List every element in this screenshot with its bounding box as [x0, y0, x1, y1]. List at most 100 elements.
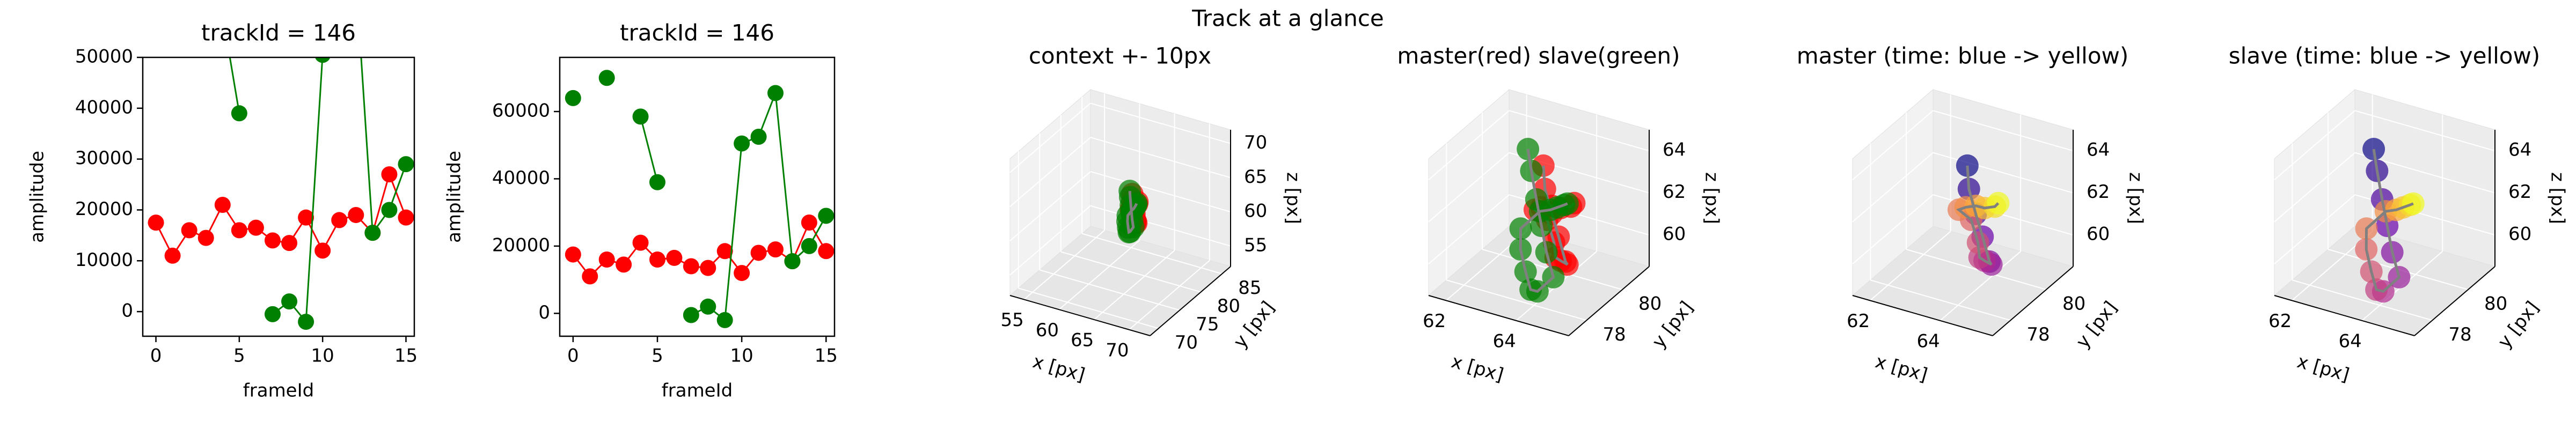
point — [281, 293, 298, 310]
point — [801, 214, 817, 231]
axes-frame — [142, 56, 415, 337]
y-tick-label: 60000 — [492, 100, 550, 121]
y-tick-label: 30000 — [75, 147, 133, 169]
point — [298, 209, 314, 226]
chart-title: trackId = 146 — [620, 20, 774, 46]
x-tick-label: 5 — [233, 345, 245, 367]
x-axis-label: x [px] — [2295, 351, 2352, 386]
point — [398, 209, 414, 226]
grid-line — [1852, 110, 1934, 180]
point — [767, 241, 784, 258]
track-line — [1519, 149, 1568, 293]
point — [632, 108, 649, 125]
axis-line — [1009, 295, 1151, 336]
grid-line — [1509, 110, 1650, 152]
grid-line — [2292, 279, 2433, 321]
z-axis-label: z [px] — [1701, 172, 1723, 224]
plot-area — [565, 70, 835, 328]
point — [565, 90, 581, 106]
y-tick-label: 40000 — [492, 167, 550, 189]
y-tick-label: 0 — [121, 300, 133, 322]
y-tick-label: 50000 — [75, 46, 133, 68]
grid-line — [1129, 260, 1210, 330]
axis-line — [1150, 266, 1231, 336]
point — [632, 234, 649, 251]
x-tick-label: 64 — [2338, 330, 2361, 352]
y-tick-label: 80 — [1638, 293, 1662, 315]
axis-line — [2274, 295, 2415, 336]
point — [348, 206, 364, 223]
grid-line — [2354, 110, 2496, 152]
point — [314, 242, 331, 259]
point — [700, 260, 716, 276]
point — [181, 222, 197, 239]
z-axis-label: z [px] — [2547, 172, 2568, 224]
point — [398, 156, 414, 173]
series-line — [229, 57, 407, 324]
point — [784, 253, 801, 270]
point — [582, 268, 598, 285]
track-line — [1126, 191, 1138, 234]
y-axis-label: amplitude — [27, 151, 48, 243]
grid-line — [1869, 231, 1951, 301]
y-tick-label: 85 — [1238, 277, 1261, 299]
x-tick-label: 15 — [815, 345, 838, 367]
x-axis-label: frameId — [662, 380, 733, 402]
z-tick-label: 60 — [2087, 224, 2110, 245]
point — [818, 208, 835, 224]
y-tick-label: 78 — [2448, 324, 2471, 345]
grid-line — [1428, 110, 1510, 180]
y-tick-label: 80 — [1217, 295, 1240, 317]
grid-line — [1090, 102, 1231, 144]
plot-area — [148, 57, 414, 330]
z-tick-label: 65 — [1244, 166, 1267, 188]
point — [148, 214, 164, 231]
chart-title: master (time: blue -> yellow) — [1797, 43, 2129, 69]
x-tick-label: 10 — [311, 345, 334, 367]
x-tick-label: 55 — [1000, 309, 1023, 331]
point — [264, 306, 281, 322]
z-tick-label: 62 — [1663, 181, 1686, 203]
point — [818, 243, 835, 260]
point — [683, 307, 699, 323]
y-tick-label: 20000 — [75, 198, 133, 220]
point — [314, 57, 331, 63]
grid-line — [1933, 110, 2074, 152]
grid-line — [1428, 194, 1510, 264]
point — [164, 247, 181, 264]
axis-line — [1568, 266, 1650, 336]
x-tick-label: 62 — [1423, 310, 1446, 332]
x-tick-label: 10 — [730, 345, 753, 367]
y-tick-label: 20000 — [492, 234, 550, 256]
x-tick-label: 64 — [1492, 330, 1516, 352]
point — [734, 135, 750, 152]
point — [231, 105, 247, 122]
chart-title: trackId = 146 — [201, 20, 356, 46]
point — [331, 212, 348, 228]
x-tick-label: 70 — [1106, 339, 1129, 361]
grid-line — [1009, 205, 1091, 276]
y-tick-label: 40000 — [75, 97, 133, 118]
z-tick-label: 60 — [1663, 224, 1686, 245]
grid-line — [1090, 205, 1231, 247]
x-tick-label: 0 — [567, 345, 579, 367]
x-tick-label: 60 — [1036, 320, 1059, 341]
point — [683, 258, 699, 275]
z-tick-label: 70 — [1244, 132, 1267, 153]
x-tick-label: 62 — [2268, 310, 2292, 332]
axis-line — [1428, 295, 1569, 336]
x-tick-label: 65 — [1071, 330, 1094, 351]
track-line — [2365, 149, 2414, 293]
chart-title: master(red) slave(green) — [1397, 43, 1680, 69]
grid-line — [1852, 152, 1934, 223]
point — [666, 249, 683, 266]
grid-line — [1081, 233, 1223, 275]
x-tick-label: 0 — [150, 345, 162, 367]
chart-title: slave (time: blue -> yellow) — [2229, 43, 2540, 69]
axis-line — [1852, 295, 1993, 336]
point — [247, 219, 264, 236]
grid-line — [1058, 240, 1140, 310]
grid-line — [1090, 171, 1231, 212]
y-tick-label: 78 — [2026, 324, 2050, 345]
x-tick-label: 15 — [394, 345, 418, 367]
